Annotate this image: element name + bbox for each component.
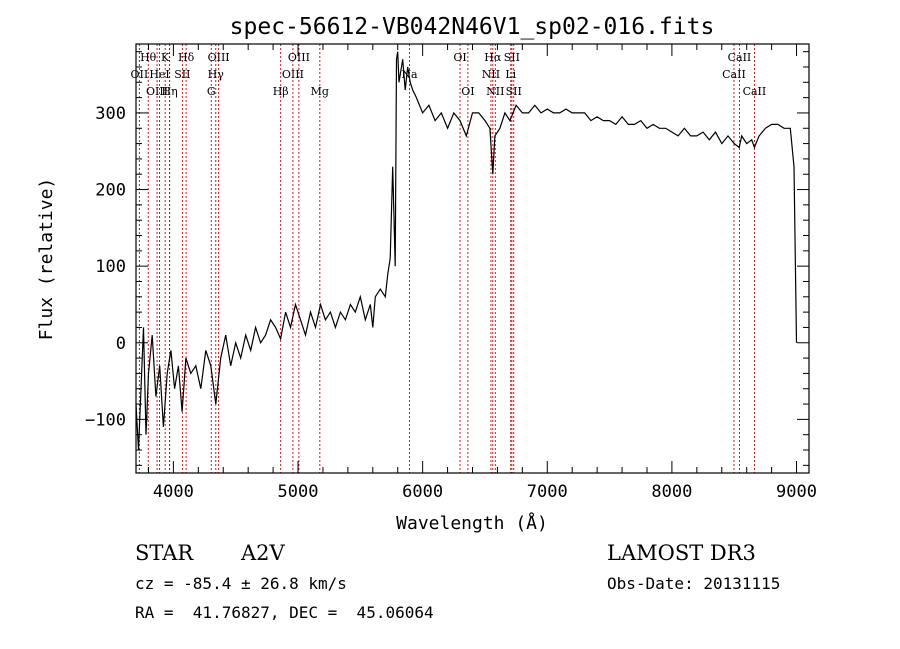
spectral-line-label: Mg <box>311 85 329 98</box>
plot-frame <box>135 43 810 474</box>
spectral-line-label: SII <box>174 68 190 81</box>
spectral-line-label: NII <box>482 68 500 81</box>
spectral-line-label: NII <box>486 85 504 98</box>
spectral-line-label: OI <box>453 51 466 64</box>
spectral-line-label: OIII <box>288 51 310 64</box>
spectral-line-label: K <box>161 51 170 64</box>
spectral-line-label: SII <box>506 85 522 98</box>
y-tick-label: 100 <box>95 257 126 277</box>
survey-label: LAMOST DR3 <box>607 541 756 565</box>
redshift-text: cz = -85.4 ± 26.8 km/s <box>135 574 347 593</box>
x-tick-label: 4000 <box>153 482 194 502</box>
spectral-line-label: CaII <box>743 85 767 98</box>
spectral-line-label: OI <box>461 85 474 98</box>
obs-date-text: Obs-Date: 20131115 <box>607 574 781 593</box>
spectral-line-label: CaII <box>722 68 746 81</box>
spectral-line-label: Na <box>401 68 418 81</box>
x-tick-label: 7000 <box>527 482 568 502</box>
spectral-line-label: Hα <box>484 51 502 64</box>
y-tick-label: −100 <box>85 410 126 430</box>
x-tick-label: 9000 <box>776 482 817 502</box>
spectral-line-label: CaII <box>728 51 752 64</box>
spectral-line-label: Hγ <box>208 68 225 81</box>
spectral-line-label: Hθ <box>140 51 157 64</box>
spectral-line-label: Hδ <box>178 51 195 64</box>
y-tick-label: 0 <box>116 334 126 354</box>
spectral-line-label: OIII <box>208 51 230 64</box>
spectral-line-label: OII <box>131 68 149 81</box>
y-axis-label: Flux (relative) <box>36 178 57 341</box>
subclass-label: A2V <box>241 541 285 565</box>
y-tick-label: 300 <box>95 104 126 124</box>
chart-title: spec-56612-VB042N46V1_sp02-016.fits <box>230 14 715 40</box>
class-label: STAR <box>135 541 194 565</box>
spectral-line-label: Li <box>505 68 516 81</box>
y-tick-label: 200 <box>95 181 126 201</box>
spectrum-line <box>135 51 798 451</box>
x-tick-label: 6000 <box>402 482 443 502</box>
x-tick-label: 5000 <box>278 482 319 502</box>
spectral-line-label: Hβ <box>273 85 289 98</box>
spectral-line-label: OIII <box>282 68 304 81</box>
spectral-line-label: SII <box>504 51 520 64</box>
coordinates-text: RA = 41.76827, DEC = 45.06064 <box>135 603 434 622</box>
x-axis-label: Wavelength (Å) <box>396 512 548 534</box>
x-tick-label: 8000 <box>651 482 692 502</box>
spectral-line-label: Hη <box>162 85 178 98</box>
spectrum-chart: spec-56612-VB042N46V1_sp02-016.fits 4000… <box>36 14 817 534</box>
spectral-line-label: OIII <box>146 85 168 98</box>
spectral-line-label: HeI <box>149 68 169 81</box>
spectral-line-label: G <box>207 85 216 98</box>
